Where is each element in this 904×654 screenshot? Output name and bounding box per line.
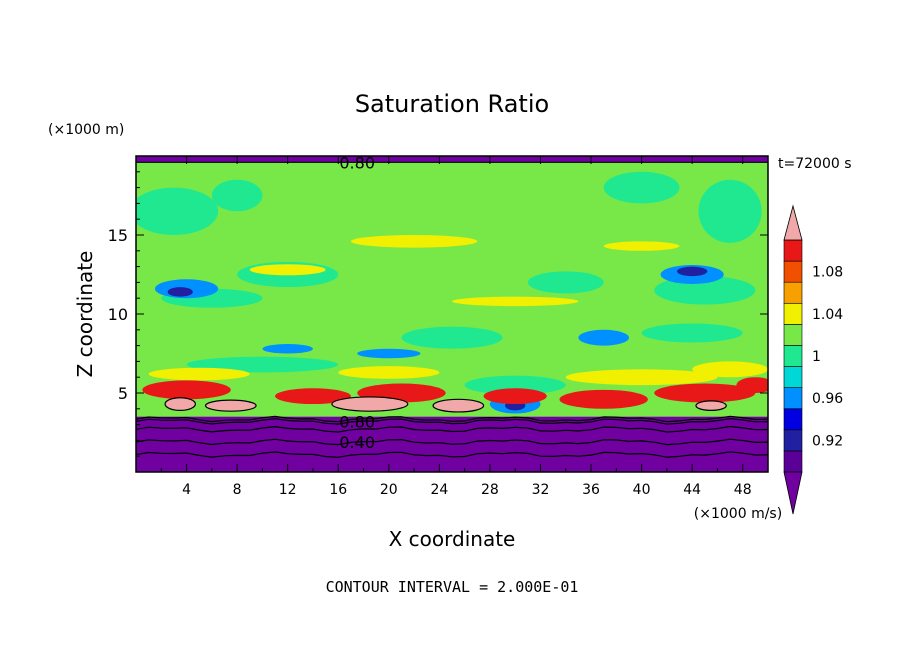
x-axis-ticks: 4 8 12 16 20 24 28 32 36 40 44 48 bbox=[160, 156, 752, 498]
high-ratio-band bbox=[148, 367, 250, 381]
contour-line bbox=[136, 415, 768, 423]
peak-ratio-band bbox=[559, 389, 648, 409]
x-units-label: (×1000 m/s) bbox=[694, 506, 782, 522]
colorbar-over-arrow bbox=[783, 204, 803, 241]
colorbar-tick-label: 1.08 bbox=[812, 265, 843, 281]
contour-ring bbox=[331, 396, 409, 412]
colorbar-segment bbox=[783, 408, 803, 431]
dry-patch bbox=[578, 329, 629, 346]
moist-patch bbox=[464, 375, 566, 395]
high-ratio-band bbox=[452, 296, 579, 307]
contour-line bbox=[136, 438, 768, 446]
x-tick-label: 36 bbox=[582, 482, 600, 498]
x-tick-label: 12 bbox=[279, 482, 297, 498]
moist-patch bbox=[527, 271, 604, 294]
x-tick-label: 44 bbox=[683, 482, 701, 498]
peak-ratio-band bbox=[142, 380, 231, 400]
peak-ratio-band bbox=[654, 383, 756, 403]
x-tick-label: 8 bbox=[233, 482, 242, 498]
x-tick-label: 32 bbox=[532, 482, 550, 498]
contour-ring bbox=[432, 398, 485, 413]
y-axis-label: Z coordinate bbox=[73, 251, 97, 378]
moist-patch bbox=[401, 326, 503, 349]
colorbar-tick-label: 1 bbox=[812, 349, 821, 365]
supersaturated-core bbox=[331, 396, 408, 412]
colorbar-segment bbox=[783, 429, 803, 452]
peak-ratio-band bbox=[483, 388, 547, 405]
y-tick-label: 15 bbox=[108, 226, 128, 245]
x-tick-label: 24 bbox=[430, 482, 448, 498]
x-tick-label: 20 bbox=[380, 482, 398, 498]
contour-labels: 0.80 0.80 0.40 bbox=[339, 153, 375, 452]
colorbar-segment bbox=[783, 324, 803, 346]
y-units-label: (×1000 m) bbox=[48, 122, 124, 138]
colorbar-segment bbox=[783, 366, 803, 388]
colorbar-tick-label: 0.92 bbox=[812, 433, 843, 449]
x-tick-label: 4 bbox=[182, 482, 191, 498]
plot-field bbox=[136, 156, 768, 472]
peak-ratio-band bbox=[736, 377, 768, 393]
dry-patch bbox=[262, 344, 313, 354]
moist-patch bbox=[641, 323, 743, 343]
y-tick-label: 10 bbox=[108, 305, 128, 324]
high-ratio-band bbox=[565, 369, 718, 386]
contour-label: 0.80 bbox=[339, 153, 375, 172]
x-tick-label: 48 bbox=[734, 482, 752, 498]
contour-line bbox=[136, 425, 768, 433]
chart-title: Saturation Ratio bbox=[355, 90, 549, 118]
supersaturated-core bbox=[695, 400, 727, 411]
supersaturated-core bbox=[433, 399, 484, 412]
colorbar-segment bbox=[783, 281, 803, 304]
colorbar-tick-label: 0.96 bbox=[812, 391, 843, 407]
colorbar-segment bbox=[783, 345, 803, 367]
high-ratio-band bbox=[603, 241, 680, 251]
moist-patch bbox=[654, 276, 756, 305]
colorbar-segment bbox=[783, 260, 803, 283]
very-dry-patch bbox=[167, 287, 193, 297]
stable-layer-top bbox=[136, 156, 768, 163]
supersaturated-core bbox=[165, 397, 196, 411]
high-ratio-band bbox=[338, 366, 440, 379]
contour-label: 0.40 bbox=[339, 433, 375, 452]
contour-lines bbox=[136, 161, 768, 458]
x-tick-label: 28 bbox=[481, 482, 499, 498]
moist-patch bbox=[698, 179, 762, 243]
colorbar-segment bbox=[783, 387, 803, 410]
high-ratio-band bbox=[350, 235, 478, 248]
contour-line bbox=[136, 417, 768, 425]
high-ratio-band bbox=[249, 264, 326, 276]
colorbar: 0.92 0.96 1 1.04 1.08 bbox=[783, 204, 843, 515]
dry-patch bbox=[357, 348, 421, 359]
x-tick-label: 16 bbox=[329, 482, 347, 498]
colorbar-tick-label: 1.04 bbox=[812, 307, 843, 323]
contour-ring bbox=[204, 399, 257, 412]
peak-ratio-band bbox=[275, 388, 351, 405]
contour-interval-footer: CONTOUR INTERVAL = 2.000E-01 bbox=[326, 578, 579, 596]
y-tick-label: 5 bbox=[118, 384, 128, 403]
x-axis-label: X coordinate bbox=[389, 527, 516, 551]
colorbar-segment bbox=[783, 239, 803, 262]
moist-patch bbox=[186, 356, 339, 373]
colorbar-under-arrow bbox=[783, 471, 803, 515]
y-axis-ticks: 5 10 15 bbox=[108, 171, 768, 457]
high-ratio-band bbox=[692, 361, 768, 378]
supersaturated-core bbox=[205, 400, 257, 412]
contour-ring bbox=[164, 397, 197, 411]
contour-label: 0.80 bbox=[339, 412, 375, 431]
moist-patch bbox=[603, 171, 680, 204]
colorbar-segment bbox=[783, 302, 803, 325]
very-dry-patch bbox=[676, 266, 708, 277]
moist-patch bbox=[211, 179, 263, 212]
moist-patch bbox=[136, 187, 219, 235]
time-label: t=72000 s bbox=[778, 156, 852, 172]
contour-line bbox=[136, 451, 768, 458]
x-tick-label: 40 bbox=[633, 482, 651, 498]
contour-ring bbox=[695, 400, 727, 411]
colorbar-segment bbox=[783, 450, 803, 473]
